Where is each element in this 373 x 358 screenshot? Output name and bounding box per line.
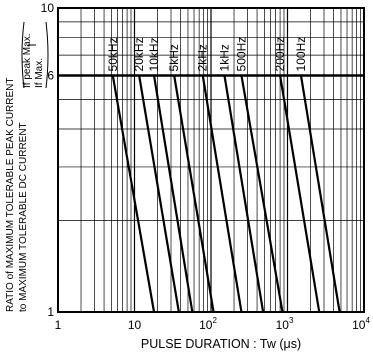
- series-label-10khz: 10kHz: [147, 37, 161, 71]
- series-line-20khz: [138, 75, 180, 313]
- series-label-100hz: 100Hz: [294, 37, 308, 72]
- series-line-2khz: [201, 75, 243, 313]
- x-tick-label: 104: [352, 316, 370, 332]
- bracket-left: [21, 21, 25, 89]
- series-label-200hz: 200Hz: [273, 37, 287, 72]
- grid: [58, 8, 364, 312]
- x-tick-exponent: 4: [365, 316, 370, 325]
- x-tick-exponent: 2: [212, 316, 217, 325]
- series-line-1khz: [223, 75, 265, 313]
- y-axis-title-line: RATIO of MAXIMUM TOLERABLE PEAK CURRENT: [5, 78, 16, 313]
- series-line-5khz: [173, 75, 215, 313]
- series-label-500hz: 500Hz: [234, 37, 248, 72]
- axis-layer: 1 10 102 103 104 1 6 10 PULSE DURATION : Tw (μs)…: [5, 1, 370, 351]
- x-axis-title: PULSE DURATION : Tw (μs): [141, 337, 301, 351]
- series-line-50khz: [111, 75, 156, 313]
- series-label-50khz: 50kHz: [106, 37, 120, 71]
- x-tick-label: 103: [276, 316, 294, 332]
- x-tick-label: 10: [128, 318, 142, 332]
- series-line-500hz: [240, 75, 284, 313]
- series-label-1khz: 1kHz: [217, 44, 231, 71]
- series-layer: [111, 75, 341, 313]
- x-tick-label: 1: [55, 318, 62, 332]
- y-tick-label: 6: [47, 68, 54, 82]
- x-tick-label: 102: [199, 316, 217, 332]
- y-axis-ratio-label: If peak Max.: [22, 34, 33, 88]
- y-axis-ratio-label: If Max.: [34, 58, 45, 88]
- y-tick-label: 1: [47, 305, 54, 319]
- series-line-100hz: [299, 75, 341, 313]
- label-layer: 50kHz 20kHz 10kHz 5kHz 2kHz 1kHz 500Hz 200Hz 100…: [106, 37, 308, 72]
- plot-frame: [57, 7, 365, 313]
- y-tick-label: 10: [41, 1, 55, 15]
- x-tick-exponent: 3: [289, 316, 294, 325]
- series-label-2khz: 2kHz: [196, 44, 210, 71]
- series-line-200hz: [279, 75, 321, 313]
- bracket-right: [45, 21, 49, 89]
- series-label-5khz: 5kHz: [167, 44, 181, 71]
- series-line-10khz: [152, 75, 194, 313]
- series-label-20khz: 20kHz: [132, 37, 146, 71]
- y-axis-title-line: to MAXIMUM TOLERABLE DC CURRENT: [18, 122, 29, 312]
